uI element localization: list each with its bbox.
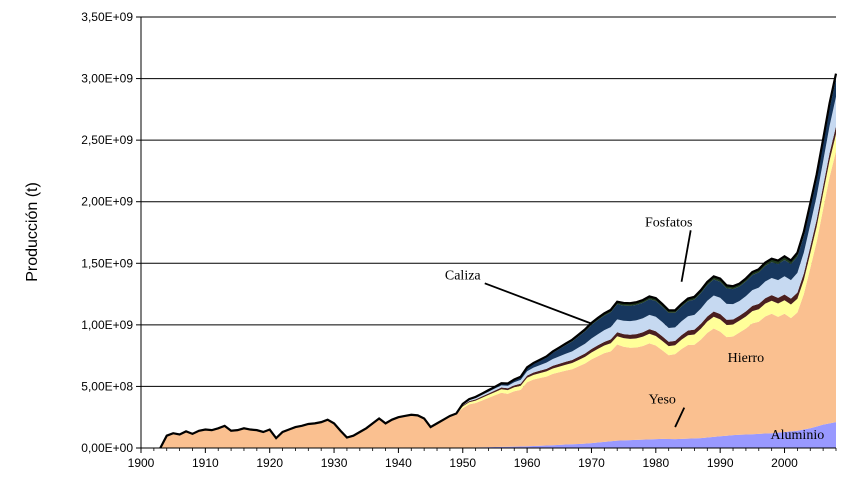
y-axis-label: Producción (t) bbox=[24, 182, 41, 282]
x-tick-label: 1940 bbox=[385, 456, 412, 470]
annotation-fosfatos: Fosfatos bbox=[645, 215, 692, 230]
annotation-leader-line bbox=[680, 230, 692, 282]
y-tick-label: 3,50E+09 bbox=[81, 10, 133, 24]
y-tick-label: 2,00E+09 bbox=[81, 195, 133, 209]
x-tick-labels: 1900 1910 1920 1930 1940 1950 1960 1970 1980 1990… bbox=[128, 448, 837, 470]
area-layers bbox=[159, 73, 838, 449]
y-tick-label: 1,00E+09 bbox=[81, 318, 133, 332]
x-tick-label: 1960 bbox=[514, 456, 541, 470]
area-hierro bbox=[160, 151, 836, 449]
annotation-aluminio: Aluminio bbox=[771, 428, 825, 443]
x-tick-label: 1970 bbox=[578, 456, 605, 470]
x-tick-label: 2000 bbox=[771, 456, 798, 470]
y-tick-label: 3,00E+09 bbox=[81, 72, 133, 86]
y-tick-label: 1,50E+09 bbox=[81, 256, 133, 270]
gridlines bbox=[141, 16, 836, 387]
y-tick-label: 2,50E+09 bbox=[81, 133, 133, 147]
annotation-leader-line bbox=[674, 407, 686, 428]
x-tick-label: 1990 bbox=[707, 456, 734, 470]
x-tick-label: 1930 bbox=[321, 456, 348, 470]
annotation-caliza: Caliza bbox=[445, 268, 482, 283]
total-outline bbox=[159, 73, 838, 449]
y-tick-labels: 0,00E+00 5,00E+08 1,00E+09 1,50E+09 2,00E+09… bbox=[81, 10, 141, 455]
annotation-yeso: Yeso bbox=[649, 393, 676, 408]
annotation-hierro: Hierro bbox=[728, 351, 765, 366]
x-tick-label: 1900 bbox=[128, 456, 155, 470]
x-tick-label: 1950 bbox=[449, 456, 476, 470]
annotation-leader-line bbox=[484, 282, 592, 325]
annotations: Fosfatos Caliza Hierro Yeso Aluminio bbox=[445, 215, 824, 442]
y-tick-label: 0,00E+00 bbox=[81, 441, 133, 455]
x-tick-label: 1980 bbox=[642, 456, 669, 470]
area-aluminio bbox=[160, 422, 836, 448]
y-tick-label: 5,00E+08 bbox=[81, 379, 133, 393]
x-tick-label: 1910 bbox=[192, 456, 219, 470]
x-tick-label: 1920 bbox=[256, 456, 283, 470]
